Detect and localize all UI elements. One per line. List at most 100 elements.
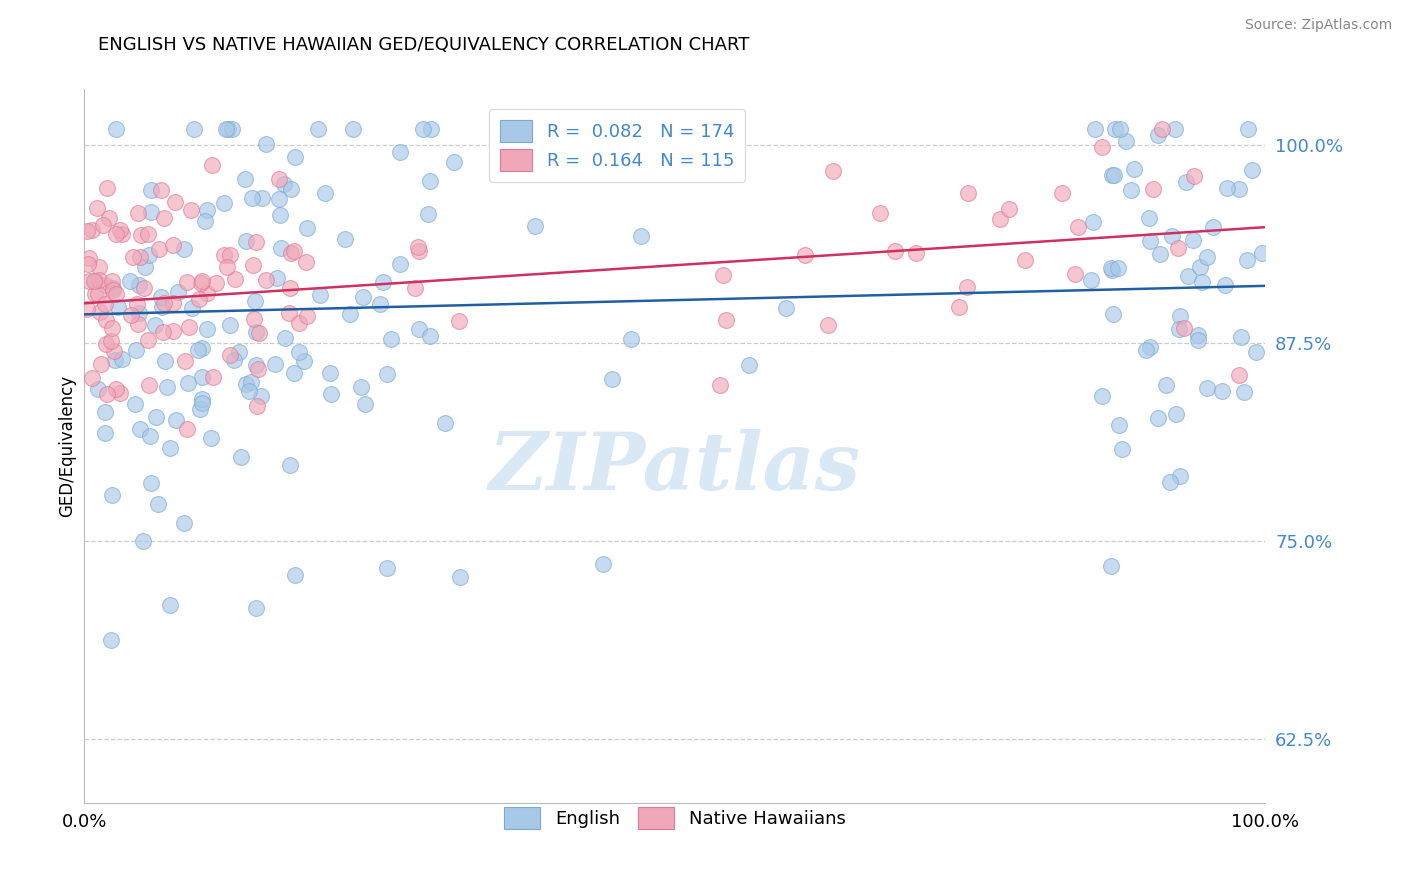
Point	[1050, 186, 1073, 200]
Point	[404, 281, 426, 295]
Point	[105, 121, 128, 136]
Point	[136, 227, 159, 242]
Point	[219, 348, 242, 362]
Point	[179, 319, 201, 334]
Text: ZIPatlas: ZIPatlas	[489, 429, 860, 506]
Point	[1091, 140, 1114, 154]
Point	[162, 296, 184, 310]
Point	[278, 306, 301, 320]
Point	[443, 155, 465, 169]
Point	[136, 333, 159, 347]
Text: ENGLISH VS NATIVE HAWAIIAN GED/EQUIVALENCY CORRELATION CHART: ENGLISH VS NATIVE HAWAIIAN GED/EQUIVALEN…	[98, 36, 749, 54]
Point	[145, 318, 167, 332]
Point	[127, 206, 149, 220]
Point	[159, 598, 181, 612]
Point	[89, 305, 111, 319]
Point	[1197, 380, 1219, 394]
Point	[235, 234, 257, 248]
Point	[264, 357, 287, 371]
Point	[87, 287, 110, 301]
Point	[242, 312, 264, 326]
Point	[283, 244, 305, 258]
Point	[620, 332, 643, 346]
Point	[1195, 251, 1218, 265]
Point	[212, 195, 235, 210]
Point	[245, 235, 267, 249]
Point	[250, 191, 273, 205]
Point	[145, 409, 167, 424]
Point	[202, 370, 225, 384]
Point	[389, 257, 412, 271]
Point	[128, 306, 150, 320]
Point	[280, 246, 302, 260]
Point	[1164, 121, 1187, 136]
Point	[793, 248, 815, 262]
Point	[240, 375, 263, 389]
Point	[128, 250, 150, 264]
Point	[295, 255, 318, 269]
Point	[1142, 181, 1164, 195]
Point	[280, 182, 302, 196]
Point	[101, 283, 124, 297]
Point	[146, 497, 169, 511]
Point	[1175, 175, 1198, 189]
Point	[103, 281, 125, 295]
Point	[96, 181, 118, 195]
Point	[1083, 215, 1105, 229]
Point	[188, 401, 211, 416]
Point	[269, 192, 291, 206]
Point	[1101, 307, 1123, 321]
Legend: English, Native Hawaiians: English, Native Hawaiians	[498, 800, 852, 837]
Point	[217, 121, 239, 136]
Point	[173, 242, 195, 256]
Point	[82, 371, 104, 385]
Point	[104, 227, 127, 241]
Point	[1189, 260, 1212, 274]
Point	[821, 163, 844, 178]
Point	[245, 293, 267, 308]
Point	[406, 240, 429, 254]
Point	[156, 380, 179, 394]
Point	[1119, 183, 1142, 197]
Point	[738, 359, 761, 373]
Point	[1014, 252, 1036, 267]
Point	[1181, 233, 1204, 247]
Y-axis label: GED/Equivalency: GED/Equivalency	[58, 375, 76, 517]
Point	[1177, 269, 1199, 284]
Point	[711, 268, 734, 283]
Point	[134, 281, 156, 295]
Point	[86, 201, 108, 215]
Point	[295, 220, 318, 235]
Point	[139, 204, 162, 219]
Point	[274, 331, 297, 345]
Point	[254, 136, 277, 151]
Point	[1115, 134, 1137, 148]
Point	[94, 425, 117, 440]
Point	[217, 260, 239, 274]
Point	[283, 366, 305, 380]
Point	[127, 317, 149, 331]
Point	[1230, 330, 1253, 344]
Point	[354, 397, 377, 411]
Point	[1104, 168, 1126, 182]
Point	[111, 227, 134, 241]
Point	[233, 172, 256, 186]
Point	[1227, 368, 1250, 382]
Point	[1107, 260, 1129, 275]
Point	[104, 286, 127, 301]
Point	[104, 352, 127, 367]
Point	[1182, 169, 1205, 183]
Point	[380, 332, 402, 346]
Point	[100, 334, 122, 348]
Point	[600, 372, 623, 386]
Point	[176, 275, 198, 289]
Point	[817, 318, 839, 333]
Point	[1232, 384, 1254, 399]
Point	[447, 314, 470, 328]
Point	[420, 121, 443, 136]
Point	[1099, 261, 1122, 276]
Point	[96, 386, 118, 401]
Point	[76, 301, 98, 316]
Point	[1099, 559, 1122, 574]
Point	[716, 313, 738, 327]
